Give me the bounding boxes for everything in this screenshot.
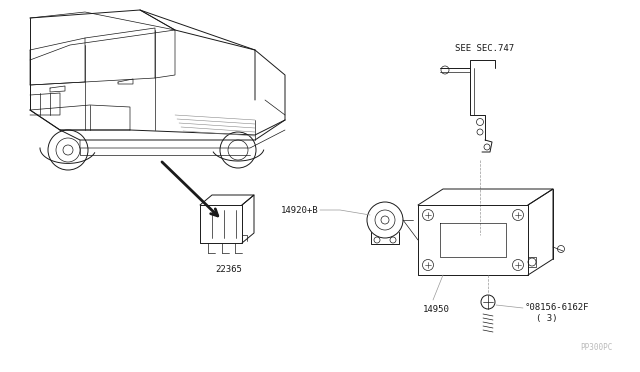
- Text: 14950: 14950: [423, 305, 450, 314]
- Text: °08156-6162F: °08156-6162F: [525, 304, 589, 312]
- Text: ( 3): ( 3): [536, 314, 557, 323]
- Text: 14920+B: 14920+B: [280, 205, 318, 215]
- Text: PP300PC: PP300PC: [580, 343, 612, 353]
- Text: SEE SEC.747: SEE SEC.747: [455, 44, 514, 52]
- Text: 22365: 22365: [215, 265, 242, 274]
